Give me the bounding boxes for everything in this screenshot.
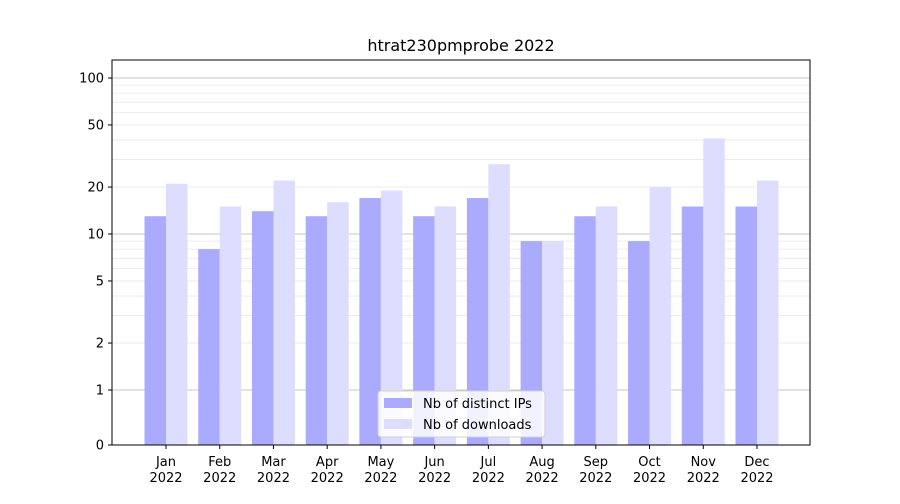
bar-downloads <box>219 206 242 445</box>
bar-distinct-ips <box>574 216 596 445</box>
bar-downloads <box>327 202 349 445</box>
x-tick-label: Mar 2022 <box>257 455 290 486</box>
bar-downloads <box>703 138 725 446</box>
x-tick-label: Jun 2022 <box>418 455 451 486</box>
bar-distinct-ips <box>466 198 489 445</box>
x-tick-label: Nov 2022 <box>687 455 720 486</box>
bar-distinct-ips <box>735 206 757 445</box>
x-tick-label: Dec 2022 <box>740 455 773 486</box>
x-tick-label: May 2022 <box>364 455 397 486</box>
bar-downloads <box>434 206 457 445</box>
bar-downloads <box>542 241 564 445</box>
y-tick-label: 20 <box>87 181 104 196</box>
axis-layer: 0 1 2 5 10 20 50 100 Jan 2022 Feb 2022 Mar 2022 Apr 202… <box>79 72 773 487</box>
x-tick-label: Oct 2022 <box>633 455 666 486</box>
legend-label: Nb of distinct IPs <box>423 397 532 412</box>
bar-distinct-ips <box>251 211 274 445</box>
legend-swatch <box>384 419 412 429</box>
x-tick-label: Feb 2022 <box>203 455 236 486</box>
legend-label: Nb of downloads <box>423 418 532 433</box>
bar-distinct-ips <box>144 216 166 445</box>
bar-downloads <box>649 187 672 446</box>
legend-box <box>377 390 546 438</box>
x-tick-label: Jan 2022 <box>149 455 182 486</box>
bar-downloads <box>273 180 295 445</box>
bar-distinct-ips <box>628 241 650 445</box>
chart-title: htrat230pmprobe 2022 <box>367 36 554 55</box>
bar-downloads <box>488 164 510 445</box>
x-tick-label: Sep 2022 <box>579 455 612 486</box>
bar-downloads <box>595 206 618 445</box>
bar-distinct-ips <box>681 206 704 445</box>
legend: Nb of distinct IPs Nb of downloads <box>377 390 546 438</box>
bar-distinct-ips <box>305 216 328 445</box>
y-tick-label: 1 <box>96 384 104 399</box>
x-tick-label: Aug 2022 <box>526 455 559 486</box>
y-tick-label: 10 <box>87 228 104 243</box>
legend-swatch <box>384 398 412 408</box>
bars-layer <box>144 138 779 446</box>
plot-frame <box>111 59 811 446</box>
y-tick-label: 0 <box>96 439 104 454</box>
y-tick-label: 2 <box>96 337 104 352</box>
y-tick-label: 100 <box>79 72 104 87</box>
bar-downloads <box>166 183 188 445</box>
x-tick-label: Jul 2022 <box>472 455 505 486</box>
bar-distinct-ips <box>359 198 381 445</box>
bar-downloads <box>380 190 403 445</box>
bar-distinct-ips <box>198 249 220 445</box>
x-tick-label: Apr 2022 <box>311 455 344 486</box>
y-tick-label: 5 <box>96 274 104 289</box>
bar-distinct-ips <box>413 216 435 445</box>
bar-downloads <box>757 180 779 445</box>
y-tick-label: 50 <box>87 118 104 133</box>
